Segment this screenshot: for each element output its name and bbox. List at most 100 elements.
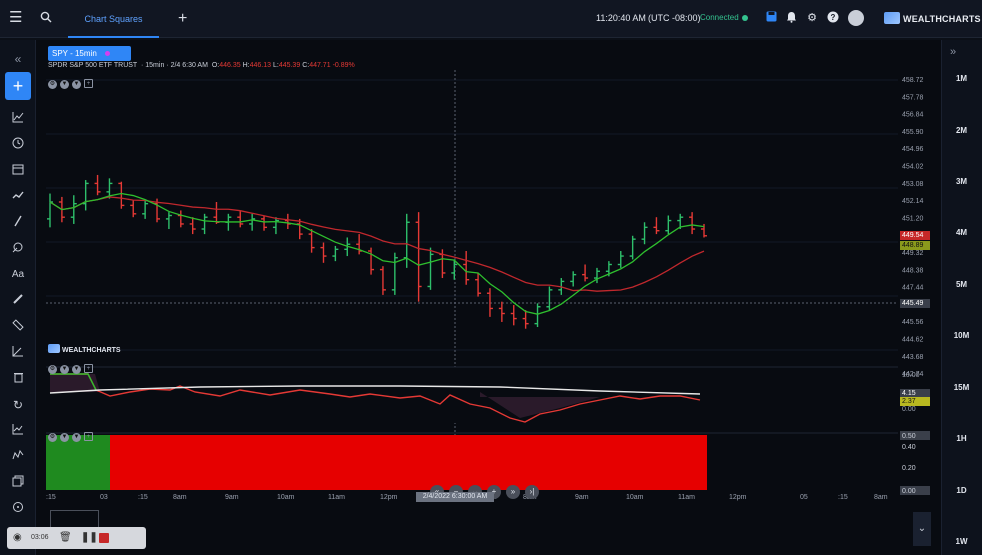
osc-settings-icon[interactable]: ⚙ [48, 365, 57, 374]
cursor-date-label: 2/4/2022 6:30:00 AM [416, 492, 494, 502]
signal-pane-controls: ⚙ ▼ ▼ + [48, 425, 96, 442]
price-axis-label: 443.68 [902, 354, 924, 361]
timeframe-1w[interactable]: 1W [955, 537, 968, 546]
price-axis-label: 454.96 [902, 146, 924, 153]
top-bar: ☰ Chart Squares + 11:20:40 AM (UTC -08:0… [0, 0, 982, 38]
timeframe-5m[interactable]: 5M [955, 280, 968, 289]
timeframe-10m[interactable]: 10M [953, 331, 970, 340]
tab-chart-squares[interactable]: Chart Squares [68, 6, 159, 38]
timeframe-2m[interactable]: 2M [955, 126, 968, 135]
signal-collapse-icon[interactable]: ▼ [72, 433, 81, 442]
time-axis-label: :15 [46, 494, 56, 501]
bell-icon[interactable] [784, 11, 798, 25]
timezone-label[interactable]: (UTC -08:00) [648, 13, 701, 23]
target-tool-icon[interactable] [5, 498, 31, 520]
price-axis-label: 453.08 [902, 181, 924, 188]
ruler-tool-icon[interactable] [5, 316, 31, 338]
timeframe-1m[interactable]: 1M [955, 74, 968, 83]
shape-tool-icon[interactable] [5, 238, 31, 260]
timeframe-1d[interactable]: 1D [956, 486, 967, 495]
scroll-end-icon[interactable]: ›| [525, 485, 539, 499]
time-axis-label: 05 [800, 494, 808, 501]
price-axis-label: 448.38 [902, 267, 924, 274]
moving-average-fast [49, 192, 705, 315]
scroll-forward-icon[interactable]: » [506, 485, 520, 499]
symbol-datetime: 2/4 6:30 AM [170, 62, 208, 69]
scroll-down-icon[interactable]: ⌄ [913, 512, 931, 546]
pane-settings-icon[interactable]: ⚙ [48, 80, 57, 89]
drawing-toolbar: « + Aa ↻ • [0, 40, 36, 555]
hamburger-menu-icon[interactable]: ☰ [9, 9, 23, 26]
signal-visibility-icon[interactable]: ▼ [60, 433, 69, 442]
low-value: 445.39 [278, 62, 301, 69]
oscillator-pane [46, 367, 898, 423]
price-axis-label: 458.72 [902, 77, 924, 84]
osc-visibility-icon[interactable]: ▼ [60, 365, 69, 374]
oscillator-red-line [50, 373, 701, 423]
gear-icon[interactable]: ⚙ [807, 12, 817, 24]
pencil-tool-icon[interactable] [5, 290, 31, 312]
wealthcharts-logo-icon [884, 12, 900, 24]
help-icon[interactable]: ? [826, 11, 840, 25]
user-avatar-icon[interactable] [848, 10, 864, 26]
timeframe-1h[interactable]: 1H [956, 434, 967, 443]
oscillator-axis-label: 0.00 [902, 406, 916, 413]
wave-tool-icon[interactable] [5, 446, 31, 468]
trash-tool-icon[interactable] [5, 368, 31, 390]
recorder-frame [50, 510, 99, 532]
recorder-trash-icon[interactable]: 🗑 [59, 532, 72, 543]
timeframe-4m[interactable]: 4M [955, 228, 968, 237]
measure-tool-icon[interactable] [5, 342, 31, 364]
collapse-left-icon[interactable]: « [14, 52, 22, 66]
signal-add-icon[interactable]: + [84, 432, 93, 441]
recorder-camera-icon[interactable]: ◉ [13, 532, 22, 543]
calendar-tool-icon[interactable] [5, 160, 31, 182]
time-axis-label: 8am [874, 494, 888, 501]
search-icon[interactable] [40, 11, 52, 26]
clock-tool-icon[interactable] [5, 134, 31, 156]
sync-tool-icon[interactable]: ↻ [12, 398, 24, 412]
timeframe-panel [941, 40, 982, 555]
timeframe-3m[interactable]: 3M [955, 177, 968, 186]
signal-axis-label: 0.50 [902, 433, 916, 440]
osc-tag-lower: 2.37 [900, 397, 930, 406]
pane-collapse-icon[interactable]: ▼ [72, 80, 81, 89]
price-axis-label: 456.84 [902, 112, 924, 119]
save-icon[interactable] [764, 11, 778, 25]
line-tool-icon[interactable] [5, 212, 31, 234]
svg-text:?: ? [831, 13, 836, 22]
change-value: -0.89% [332, 62, 355, 69]
price-axis-label: 454.02 [902, 164, 924, 171]
symbol-chip[interactable]: SPY - 15min [48, 46, 131, 61]
osc-add-icon[interactable]: + [84, 364, 93, 373]
recorder-time: 03:06 [31, 534, 49, 541]
recorder-pause-icon[interactable]: ❚❚ [81, 532, 98, 543]
clock-time: 11:20:40 AM [596, 13, 646, 23]
signal-axis-label: 0.40 [902, 444, 916, 451]
time-axis-label: 10am [626, 494, 644, 501]
pane-add-icon[interactable]: + [84, 79, 93, 88]
price-axis-label: 445.56 [902, 319, 924, 326]
connection-status: Connected [700, 13, 748, 22]
trend-tool-icon[interactable] [5, 186, 31, 208]
add-tool-icon[interactable]: + [5, 72, 31, 100]
chart-tool-icon[interactable] [5, 420, 31, 442]
oscillator-axis-label: 10.00 [902, 372, 920, 379]
pane-visibility-icon[interactable]: ▼ [60, 80, 69, 89]
close-value: 447.71 [309, 62, 331, 69]
collapse-right-icon[interactable]: » [950, 46, 957, 58]
signal-settings-icon[interactable]: ⚙ [48, 433, 57, 442]
add-tab-icon[interactable]: + [178, 10, 188, 27]
oscillator-brand-name: WEALTHCHARTS [62, 347, 121, 354]
osc-collapse-icon[interactable]: ▼ [72, 365, 81, 374]
layers-tool-icon[interactable] [5, 472, 31, 494]
open-value: 446.35 [219, 62, 241, 69]
indicator-tool-icon[interactable] [5, 108, 31, 130]
text-tool-icon[interactable]: Aa [11, 269, 25, 280]
price-axis-label: 452.14 [902, 198, 924, 205]
recorder-stop-icon[interactable] [99, 533, 109, 543]
timeframe-15m[interactable]: 15M [953, 383, 970, 392]
crosshair-price-tag: 445.49 [900, 299, 930, 308]
oscillator-white-line [49, 385, 701, 395]
